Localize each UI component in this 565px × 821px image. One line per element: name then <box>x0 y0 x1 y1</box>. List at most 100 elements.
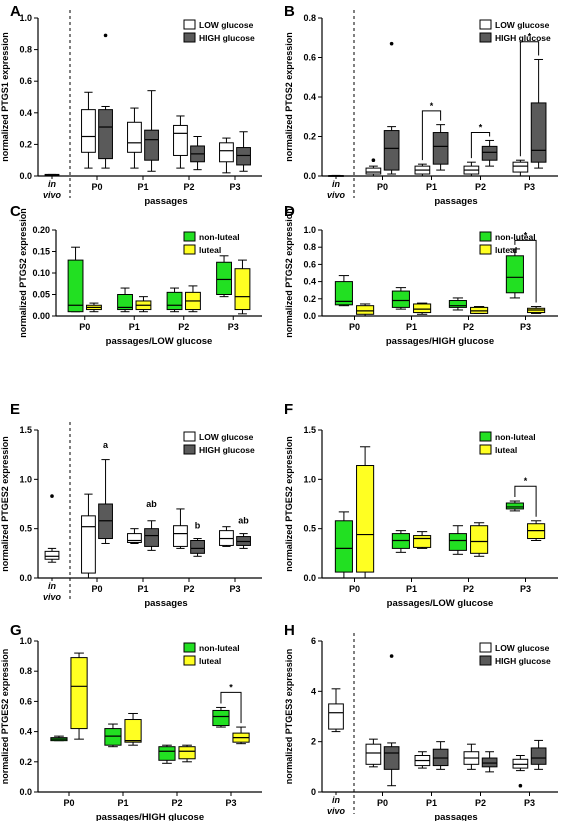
group-letter: ab <box>238 516 249 526</box>
box-p0-a <box>334 511 353 579</box>
legend-swatch <box>183 32 196 43</box>
box-p3-a <box>219 526 234 547</box>
box-p3-a <box>512 755 529 772</box>
significance-star: * <box>524 230 528 240</box>
significance-star: * <box>479 123 483 133</box>
box-iqr <box>219 142 234 163</box>
box-invivo <box>328 688 344 733</box>
box-iqr <box>81 515 96 574</box>
box-p3-b <box>236 533 251 549</box>
significance-bracket <box>519 41 540 157</box>
panel-letter: H <box>284 622 295 639</box>
box-p2-a <box>463 161 480 177</box>
legend-label: non-luteal <box>199 643 240 653</box>
x-axis-label: passages/HIGH glucose <box>96 812 204 821</box>
box-iqr <box>98 109 113 160</box>
box-iqr <box>365 167 382 175</box>
x-tick-label: P3 <box>229 182 240 192</box>
x-tick-label: P2 <box>183 182 194 192</box>
box-iqr <box>178 746 196 760</box>
y-tick-label: 0.5 <box>19 524 32 534</box>
y-tick-label: 0.8 <box>19 45 32 55</box>
y-tick-label: 0.0 <box>303 171 316 181</box>
significance-bracket <box>514 239 537 303</box>
box-iqr <box>104 728 122 746</box>
box-p0-b <box>383 742 400 787</box>
box-iqr <box>530 747 547 765</box>
x-tick-label: P1 <box>137 182 148 192</box>
box-p1-a <box>391 530 410 553</box>
outlier-point <box>518 783 523 788</box>
x-tick-label: P0 <box>79 322 90 332</box>
box-iqr <box>505 502 524 510</box>
box-p2-a <box>166 287 183 313</box>
x-tick-label: P1 <box>129 322 140 332</box>
legend-label: HIGH glucose <box>199 33 255 43</box>
outlier-point <box>103 33 108 38</box>
legend-label: HIGH glucose <box>495 656 551 666</box>
box-p1-b <box>413 531 432 549</box>
box-iqr <box>432 132 449 165</box>
legend-label: HIGH glucose <box>199 445 255 455</box>
y-axis-label: normalized PTGES2 expression <box>0 649 10 785</box>
box-iqr <box>127 533 142 543</box>
box-iqr <box>391 290 410 308</box>
x-axis-label: passages <box>144 196 187 207</box>
box-p3-b <box>234 259 251 315</box>
box-iqr <box>413 535 432 548</box>
significance-star: * <box>430 101 434 111</box>
y-tick-label: 0.4 <box>303 92 316 102</box>
box-p0-a <box>50 735 68 742</box>
panel-letter: E <box>10 401 20 418</box>
x-axis-label: passages <box>434 196 477 207</box>
box-p3-a <box>505 500 524 512</box>
box-p0-a <box>67 246 84 313</box>
box-iqr <box>505 255 524 294</box>
legend-label: HIGH glucose <box>495 33 551 43</box>
y-tick-label: 0.8 <box>19 666 32 676</box>
box-p0-a <box>365 165 382 177</box>
box-p1-a <box>127 528 142 544</box>
outlier-point <box>371 158 376 162</box>
box-iqr <box>432 748 449 767</box>
legend-swatch <box>183 444 196 455</box>
legend-label: luteal <box>495 245 517 255</box>
box-p1-b <box>413 302 432 315</box>
x-axis-label: passages/LOW glucose <box>387 598 494 609</box>
box-p0-a <box>81 91 96 169</box>
invivo-label-line1: in <box>48 179 57 189</box>
y-tick-label: 0.20 <box>32 225 50 235</box>
y-tick-label: 1.0 <box>19 474 32 484</box>
x-tick-label: P1 <box>426 798 437 808</box>
box-iqr <box>512 161 529 173</box>
panel-letter: F <box>284 401 293 418</box>
x-tick-label: P1 <box>406 584 417 594</box>
y-tick-label: 4 <box>311 686 316 696</box>
x-tick-label: P3 <box>520 584 531 594</box>
x-tick-label: P3 <box>524 798 535 808</box>
x-axis-label: passages <box>434 812 477 821</box>
box-iqr <box>236 147 251 166</box>
x-tick-label: P2 <box>475 798 486 808</box>
y-tick-label: 1.5 <box>19 425 32 435</box>
box-p1-a <box>391 287 410 310</box>
significance-bracket <box>421 110 442 161</box>
significance-star: * <box>528 32 532 42</box>
legend-label: LOW glucose <box>495 20 550 30</box>
box-p3-a <box>512 159 529 177</box>
x-tick-label: P2 <box>178 322 189 332</box>
legend-swatch <box>479 642 492 653</box>
significance-bracket <box>514 485 537 517</box>
x-tick-label: P1 <box>137 584 148 594</box>
box-iqr <box>334 281 353 306</box>
legend-swatch <box>183 231 196 242</box>
box-iqr <box>481 757 498 768</box>
legend-swatch <box>479 32 492 43</box>
x-tick-label: P0 <box>377 798 388 808</box>
invivo-label-line1: in <box>48 581 57 591</box>
box-iqr <box>190 540 205 554</box>
